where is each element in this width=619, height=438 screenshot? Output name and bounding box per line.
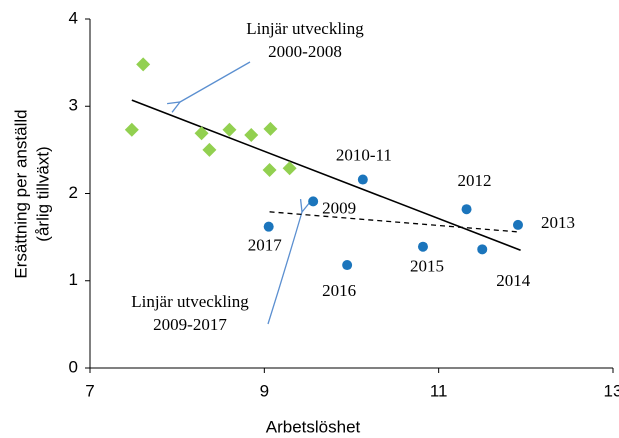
point xyxy=(194,126,209,141)
point-label: 2009 xyxy=(322,198,356,217)
point xyxy=(477,244,488,255)
x-tick-label: 13 xyxy=(604,381,619,400)
point xyxy=(263,121,278,136)
point-label: 2015 xyxy=(410,257,444,276)
point-label: 2010-11 xyxy=(336,145,392,164)
point xyxy=(124,122,139,137)
y-tick-label: 1 xyxy=(69,270,78,289)
x-tick-label: 11 xyxy=(430,381,448,400)
annotation-arrow xyxy=(267,212,302,325)
y-axis-label: (årlig tillväxt) xyxy=(33,146,52,241)
point-label: 2017 xyxy=(248,236,283,255)
annotation-arrow xyxy=(180,61,251,102)
y-axis-label: Ersättning per anställd xyxy=(11,109,30,278)
point xyxy=(262,162,277,177)
y-tick-label: 2 xyxy=(69,183,78,202)
point xyxy=(308,196,319,207)
x-tick-label: 7 xyxy=(85,381,94,400)
point xyxy=(417,241,428,252)
point xyxy=(222,122,237,137)
annotation: Linjär utveckling xyxy=(131,292,249,311)
point xyxy=(136,57,151,72)
annotation: Linjär utveckling xyxy=(246,19,364,38)
point xyxy=(342,260,353,271)
y-tick-label: 0 xyxy=(69,357,78,376)
point xyxy=(357,174,368,185)
point-label: 2016 xyxy=(322,281,356,300)
point xyxy=(512,219,523,230)
y-tick-label: 3 xyxy=(69,96,78,115)
x-axis-label: Arbetslöshet xyxy=(266,417,361,436)
point-label: 2014 xyxy=(496,271,531,290)
point xyxy=(244,128,259,143)
point xyxy=(263,221,274,232)
annotation: 2009-2017 xyxy=(153,315,227,334)
point xyxy=(282,161,297,176)
point xyxy=(202,142,217,157)
point-label: 2013 xyxy=(541,213,575,232)
point xyxy=(461,204,472,215)
trend-line xyxy=(131,99,521,251)
annotation: 2000-2008 xyxy=(268,42,342,61)
y-tick-label: 4 xyxy=(69,8,78,27)
trend-line xyxy=(269,211,519,233)
x-tick-label: 9 xyxy=(260,381,269,400)
point-label: 2012 xyxy=(458,171,492,190)
